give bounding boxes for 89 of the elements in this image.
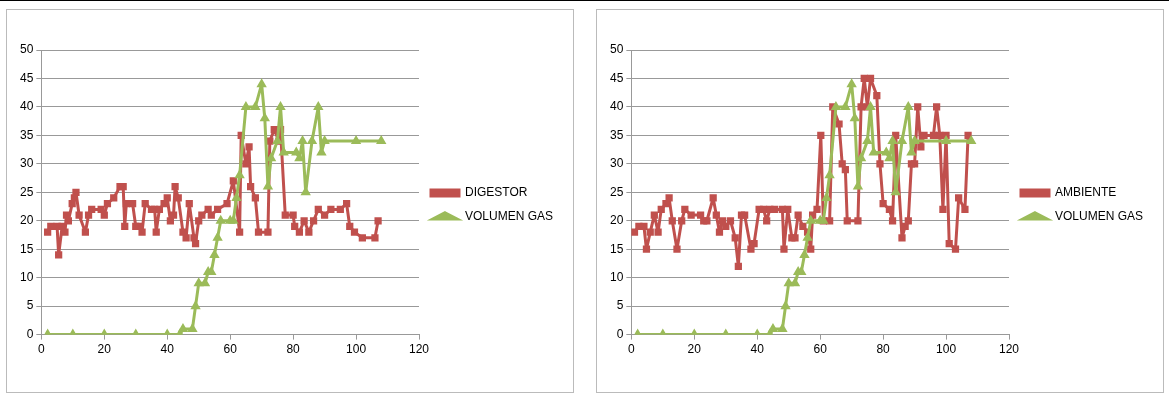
y-tick-label: 30: [609, 156, 624, 171]
y-tick-label: 30: [19, 156, 34, 171]
point: [213, 233, 222, 241]
y-tick-label: 20: [19, 213, 34, 228]
point: [210, 250, 219, 258]
point: [888, 136, 897, 145]
x-tick-label: 0: [628, 342, 635, 357]
point: [806, 216, 815, 224]
point: [188, 324, 197, 332]
x-tick-label: 60: [223, 342, 238, 357]
point: [314, 102, 323, 110]
point: [790, 278, 800, 287]
point: [178, 324, 188, 332]
legend-label: AMBIENTE: [1055, 185, 1117, 200]
point: [967, 136, 976, 145]
point: [251, 102, 260, 110]
point: [781, 301, 790, 310]
point: [866, 102, 875, 110]
x-tick-label: 40: [160, 342, 175, 357]
y-tick-label: 10: [19, 269, 34, 284]
point: [276, 102, 285, 110]
y-tick-label: 15: [19, 241, 34, 256]
x-tick-label: 100: [346, 342, 367, 357]
point: [841, 102, 850, 110]
legend-label: VOLUMEN GAS: [465, 209, 554, 224]
point: [257, 79, 266, 88]
y-tick-label: 15: [609, 241, 624, 256]
point: [200, 278, 210, 287]
y-tick-label: 35: [609, 127, 624, 142]
point: [850, 113, 859, 122]
point: [803, 233, 812, 241]
point: [869, 147, 878, 156]
point: [822, 193, 831, 201]
x-tick-label: 60: [813, 342, 828, 357]
legend-label: DIGESTOR: [465, 185, 528, 200]
x-tick-label: 80: [876, 342, 891, 357]
x-tick-label: 80: [286, 342, 301, 357]
point: [229, 216, 238, 224]
y-tick-label: 50: [19, 42, 34, 57]
y-tick-label: 10: [609, 269, 624, 284]
y-tick-label: 0: [26, 326, 34, 341]
y-tick-label: 20: [609, 213, 624, 228]
x-tick-label: 120: [408, 342, 430, 357]
point: [263, 182, 273, 190]
point: [377, 136, 386, 145]
y-tick-label: 40: [19, 99, 34, 114]
x-tick-label: 20: [97, 342, 112, 357]
x-tick-label: 40: [750, 342, 765, 357]
point: [298, 136, 307, 145]
point: [941, 136, 951, 145]
y-tick-label: 40: [609, 99, 624, 114]
point: [778, 324, 787, 332]
y-tick-label: 5: [26, 298, 34, 313]
point: [292, 147, 301, 156]
point: [235, 170, 244, 179]
x-tick-label: 0: [38, 342, 45, 357]
point: [307, 136, 317, 145]
legend-label: VOLUMEN GAS: [1055, 209, 1144, 224]
point: [351, 136, 361, 145]
point: [853, 182, 863, 190]
point: [904, 102, 913, 110]
x-tick-label: 20: [687, 342, 702, 357]
x-tick-label: 120: [998, 342, 1020, 357]
point: [241, 102, 251, 110]
point: [882, 147, 891, 156]
point: [847, 79, 856, 88]
point: [910, 136, 919, 145]
point: [897, 136, 907, 145]
point: [320, 136, 329, 145]
point: [279, 147, 288, 156]
y-tick-label: 0: [616, 326, 624, 341]
y-tick-label: 5: [616, 298, 624, 313]
y-tick-label: 25: [19, 184, 34, 199]
point: [863, 136, 872, 145]
y-tick-label: 50: [609, 42, 624, 57]
point: [232, 193, 241, 201]
point: [191, 301, 200, 310]
y-tick-label: 45: [19, 70, 34, 85]
point: [825, 170, 834, 179]
point: [800, 250, 809, 258]
y-tick-label: 25: [609, 184, 624, 199]
point: [831, 102, 841, 110]
point: [784, 278, 793, 287]
y-tick-label: 45: [609, 70, 624, 85]
point: [194, 278, 203, 287]
point: [768, 324, 778, 332]
x-tick-label: 100: [936, 342, 957, 357]
y-tick-label: 35: [19, 127, 34, 142]
point: [260, 113, 269, 122]
